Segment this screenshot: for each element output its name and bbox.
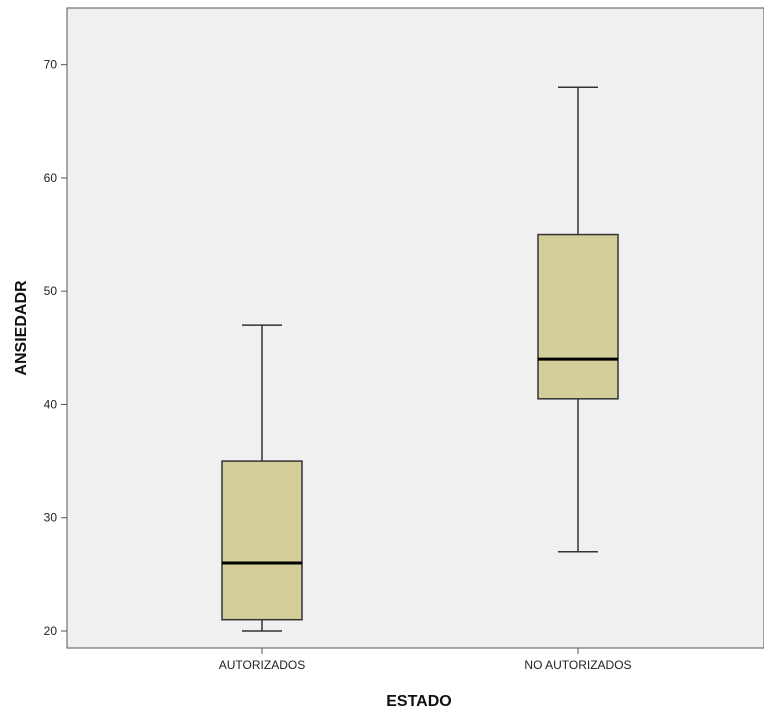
y-tick-label: 30: [44, 511, 58, 525]
y-tick-label: 60: [44, 171, 58, 185]
box-2: [537, 86, 619, 553]
y-tick-label: 40: [44, 397, 58, 411]
x-tick-label: AUTORIZADOS: [219, 658, 305, 672]
x-tick-label: NO AUTORIZADOS: [524, 658, 631, 672]
y-tick-label: 20: [44, 624, 58, 638]
box-1: [221, 324, 303, 632]
plot-area: [66, 7, 764, 649]
y-axis-ticks: 20 30 40 50 60 70: [44, 58, 67, 638]
iqr-box: [221, 460, 303, 621]
x-axis-title: ESTADO: [386, 693, 451, 710]
y-tick-label: 50: [44, 284, 58, 298]
iqr-box: [537, 233, 619, 400]
x-axis-ticks: AUTORIZADOS NO AUTORIZADOS: [219, 648, 632, 672]
y-axis-title: ANSIEDADR: [13, 280, 30, 376]
y-tick-label: 70: [44, 58, 58, 72]
box-series: [221, 86, 619, 632]
